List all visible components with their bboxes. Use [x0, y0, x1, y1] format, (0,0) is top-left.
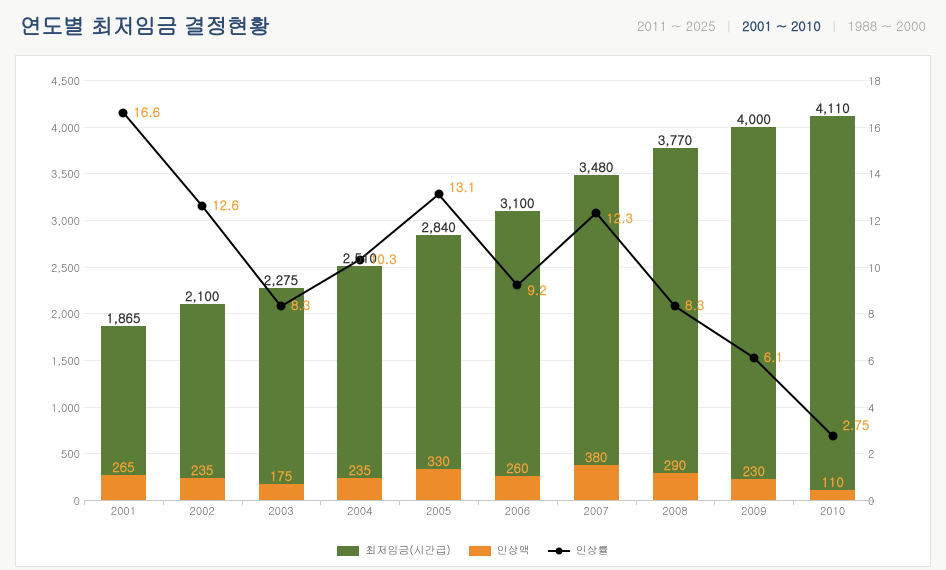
- value-rate: 8.3: [685, 295, 704, 314]
- x-label: 2001: [88, 504, 158, 519]
- x-label: 2004: [325, 504, 395, 519]
- value-increase: 330: [399, 451, 479, 470]
- value-wage: 2,275: [241, 270, 321, 289]
- value-rate: 10.3: [370, 249, 397, 268]
- tab-2011---2025[interactable]: 2011 ~ 2025: [637, 16, 716, 35]
- value-increase: 380: [556, 447, 636, 466]
- y-left-label: 4,000: [20, 121, 80, 136]
- tab-1988---2000[interactable]: 1988 ~ 2000: [847, 16, 926, 35]
- rate-marker: [434, 190, 443, 199]
- value-increase: 265: [83, 457, 163, 476]
- legend-label-increase: 인상액: [497, 543, 530, 558]
- x-tick: [557, 500, 558, 505]
- y-left-label: 3,500: [20, 167, 80, 182]
- legend-swatch-green: [337, 546, 359, 556]
- year-range-tabs: 2011 ~ 2025 | 2001 ~ 2010 | 1988 ~ 2000: [637, 16, 926, 35]
- x-label: 2008: [640, 504, 710, 519]
- y-right-label: 8: [868, 307, 908, 322]
- rate-marker: [119, 108, 128, 117]
- y-left-label: 2,000: [20, 307, 80, 322]
- value-increase: 260: [477, 458, 557, 477]
- value-increase: 235: [162, 460, 242, 479]
- x-label: 2010: [798, 504, 868, 519]
- value-wage: 3,480: [556, 157, 636, 176]
- y-right-label: 2: [868, 447, 908, 462]
- legend-wage: 최저임금(시간급): [337, 543, 450, 558]
- value-rate: 16.6: [133, 102, 160, 121]
- value-wage: 2,840: [399, 217, 479, 236]
- legend-line-marker: [548, 546, 570, 556]
- value-rate: 9.2: [527, 280, 546, 299]
- value-increase: 230: [714, 461, 794, 480]
- y-right-label: 6: [868, 354, 908, 369]
- y-right-label: 12: [868, 214, 908, 229]
- value-wage: 3,100: [477, 193, 557, 212]
- value-increase: 110: [793, 472, 873, 491]
- x-label: 2006: [482, 504, 552, 519]
- legend-label-wage: 최저임금(시간급): [365, 543, 450, 558]
- y-left-label: 3,000: [20, 214, 80, 229]
- value-rate: 12.6: [212, 195, 239, 214]
- tab-divider: |: [831, 16, 838, 35]
- value-increase: 175: [241, 466, 321, 485]
- page-title: 연도별 최저임금 결정현황: [20, 10, 270, 41]
- tab-2001---2010[interactable]: 2001 ~ 2010: [742, 16, 821, 35]
- x-tick: [478, 500, 479, 505]
- rate-marker: [513, 281, 522, 290]
- x-label: 2005: [404, 504, 474, 519]
- rate-marker: [198, 202, 207, 211]
- value-rate: 8.3: [291, 295, 310, 314]
- y-right-label: 10: [868, 261, 908, 276]
- y-left-label: 1,500: [20, 354, 80, 369]
- y-left-label: 500: [20, 447, 80, 462]
- value-rate: 13.1: [449, 177, 476, 196]
- rate-marker: [592, 209, 601, 218]
- legend-rate: 인상률: [548, 543, 609, 558]
- value-increase: 235: [320, 460, 400, 479]
- tab-divider: |: [726, 16, 733, 35]
- y-right-label: 14: [868, 167, 908, 182]
- y-right-label: 18: [868, 74, 908, 89]
- value-rate: 2.75: [843, 415, 870, 434]
- x-tick: [793, 500, 794, 505]
- x-tick: [872, 500, 873, 505]
- value-rate: 12.3: [606, 208, 633, 227]
- x-tick: [714, 500, 715, 505]
- y-right-label: 16: [868, 121, 908, 136]
- x-label: 2007: [561, 504, 631, 519]
- x-tick: [163, 500, 164, 505]
- x-label: 2009: [719, 504, 789, 519]
- x-label: 2003: [246, 504, 316, 519]
- legend-increase: 인상액: [469, 543, 530, 558]
- value-increase: 290: [635, 455, 715, 474]
- x-tick: [84, 500, 85, 505]
- value-wage: 3,770: [635, 130, 715, 149]
- value-wage: 1,865: [83, 308, 163, 327]
- minimum-wage-chart: 최저임금(시간급) 인상액 인상률 0 500 1,000 1,500 2,000 2,5…: [15, 55, 931, 567]
- x-label: 2002: [167, 504, 237, 519]
- x-tick: [636, 500, 637, 505]
- rate-marker: [749, 353, 758, 362]
- legend-label-rate: 인상률: [576, 543, 609, 558]
- value-wage: 4,110: [793, 98, 873, 117]
- y-right-label: 4: [868, 401, 908, 416]
- chart-legend: 최저임금(시간급) 인상액 인상률: [16, 543, 930, 558]
- x-tick: [242, 500, 243, 505]
- value-rate: 6.1: [764, 347, 783, 366]
- x-tick: [320, 500, 321, 505]
- y-left-label: 0: [20, 494, 80, 509]
- value-wage: 4,000: [714, 109, 794, 128]
- x-tick: [399, 500, 400, 505]
- rate-marker: [828, 431, 837, 440]
- value-wage: 2,100: [162, 286, 242, 305]
- y-left-label: 1,000: [20, 401, 80, 416]
- y-right-label: 0: [868, 494, 908, 509]
- y-left-label: 2,500: [20, 261, 80, 276]
- rate-marker: [671, 302, 680, 311]
- legend-swatch-orange: [469, 546, 491, 556]
- rate-marker: [277, 302, 286, 311]
- y-left-label: 4,500: [20, 74, 80, 89]
